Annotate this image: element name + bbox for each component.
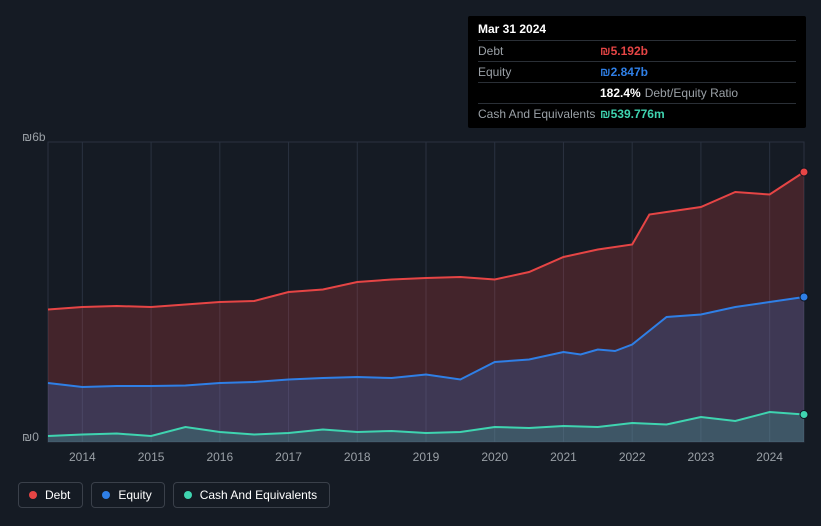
tooltip-value: 182.4%Debt/Equity Ratio (600, 86, 738, 100)
legend-label: Equity (118, 488, 151, 502)
chart-plot-area[interactable] (48, 142, 804, 442)
y-axis-label: ₪6b (22, 130, 46, 144)
tooltip-row: 182.4%Debt/Equity Ratio (478, 83, 796, 104)
series-end-dot (800, 411, 808, 419)
tooltip-row: Cash And Equivalents₪539.776m (478, 104, 796, 124)
legend-label: Cash And Equivalents (200, 488, 317, 502)
legend-label: Debt (45, 488, 70, 502)
tooltip-row: Equity₪2.847b (478, 62, 796, 83)
tooltip-label (478, 86, 600, 100)
x-axis-label: 2021 (550, 450, 577, 464)
legend-dot-icon (184, 491, 192, 499)
tooltip-label: Equity (478, 65, 600, 79)
tooltip-value: ₪5.192b (600, 44, 648, 58)
tooltip-date: Mar 31 2024 (478, 22, 796, 41)
y-axis-label: ₪0 (22, 430, 39, 444)
legend-dot-icon (102, 491, 110, 499)
x-axis-label: 2022 (619, 450, 646, 464)
series-end-dot (800, 168, 808, 176)
x-axis-label: 2014 (69, 450, 96, 464)
tooltip-label: Debt (478, 44, 600, 58)
series-end-dot (800, 293, 808, 301)
tooltip-extra: Debt/Equity Ratio (645, 86, 738, 100)
chart-tooltip: Mar 31 2024 Debt₪5.192bEquity₪2.847b182.… (468, 16, 806, 128)
legend-item[interactable]: Equity (91, 482, 164, 508)
legend-dot-icon (29, 491, 37, 499)
legend-item[interactable]: Cash And Equivalents (173, 482, 330, 508)
x-axis-label: 2017 (275, 450, 302, 464)
tooltip-value: ₪2.847b (600, 65, 648, 79)
x-axis-label: 2019 (413, 450, 440, 464)
tooltip-label: Cash And Equivalents (478, 107, 600, 121)
x-axis-label: 2024 (756, 450, 783, 464)
tooltip-value: ₪539.776m (600, 107, 665, 121)
x-axis-label: 2015 (138, 450, 165, 464)
tooltip-row: Debt₪5.192b (478, 41, 796, 62)
x-axis-label: 2020 (481, 450, 508, 464)
x-axis-label: 2018 (344, 450, 371, 464)
legend-item[interactable]: Debt (18, 482, 83, 508)
chart-legend: Debt Equity Cash And Equivalents (18, 482, 330, 508)
x-axis-label: 2016 (206, 450, 233, 464)
x-axis-label: 2023 (688, 450, 715, 464)
